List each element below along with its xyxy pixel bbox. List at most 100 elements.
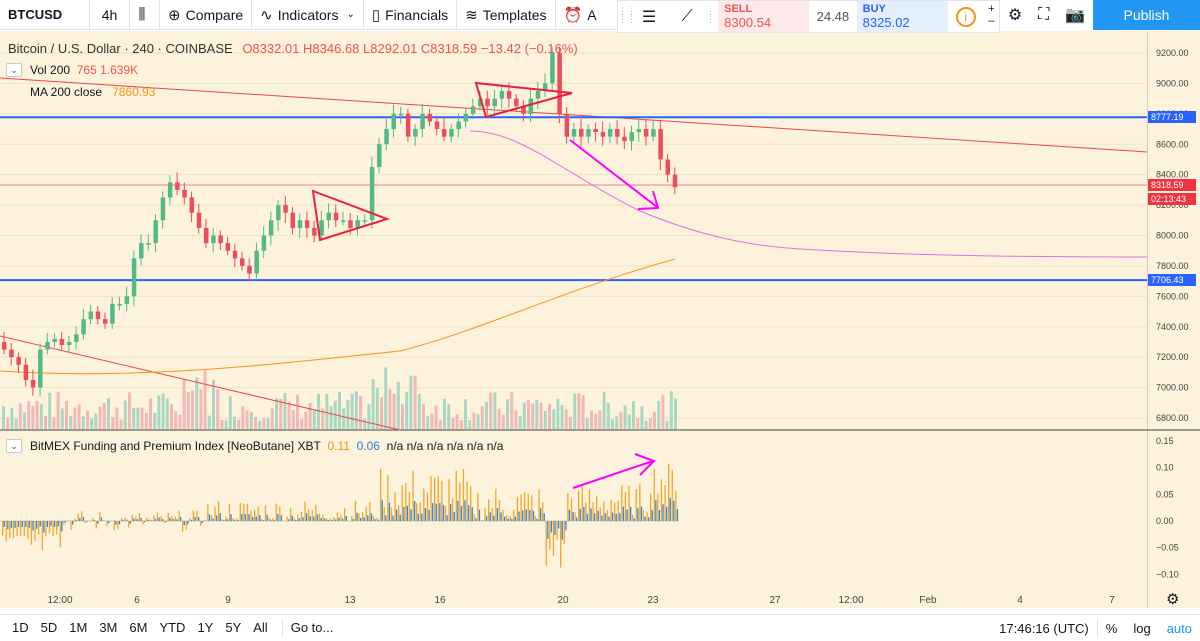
funding-bar [243, 504, 244, 521]
chart-style-button[interactable]: ⫼ [130, 0, 160, 30]
candle-body [240, 258, 245, 266]
premium-bar [162, 519, 163, 521]
funding-bar [344, 508, 345, 521]
funding-bar [643, 510, 644, 521]
premium-bar [457, 501, 458, 521]
funding-bar [600, 508, 601, 521]
volume-bar [460, 420, 463, 429]
premium-bar [166, 521, 167, 522]
funding-bar [535, 516, 536, 521]
premium-bar [637, 508, 638, 521]
camera-icon[interactable]: 📷 [1065, 5, 1085, 25]
percent-toggle[interactable]: % [1098, 621, 1126, 636]
order-book-icon[interactable]: ☰ [630, 1, 668, 32]
funding-bar [186, 521, 187, 530]
drag-handle-icon[interactable]: ⋮⋮⋮⋮ [706, 1, 718, 32]
range-all[interactable]: All [247, 620, 273, 635]
volume-bar [229, 396, 232, 429]
chevron-down-icon[interactable]: ⌄ [6, 63, 22, 77]
auto-toggle[interactable]: auto [1159, 621, 1200, 636]
premium-bar [94, 520, 95, 521]
chevron-down-icon[interactable]: ⌄ [6, 439, 22, 453]
price-axis-label: 6800.00 [1156, 413, 1189, 423]
funding-bar [146, 518, 147, 521]
premium-bar [155, 519, 156, 521]
premium-bar [518, 511, 519, 521]
fullscreen-icon[interactable]: ⛶ [1038, 6, 1049, 24]
range-6m[interactable]: 6M [123, 620, 153, 635]
candle-body [96, 312, 101, 320]
funding-bar [430, 476, 431, 521]
premium-bar [396, 510, 397, 521]
volume-bar [44, 416, 47, 429]
volume-bar [267, 418, 270, 429]
indicators-button[interactable]: ∿Indicators⌄ [252, 0, 364, 30]
candle-body [565, 114, 570, 137]
funding-bar [470, 486, 471, 521]
funding-bar [499, 500, 500, 521]
templates-button[interactable]: ≋Templates [457, 0, 555, 30]
range-1d[interactable]: 1D [6, 620, 35, 635]
range-3m[interactable]: 3M [93, 620, 123, 635]
volume-bar [464, 399, 467, 429]
alert-button[interactable]: ⏰A [556, 0, 605, 30]
buy-button[interactable]: BUY 8325.02 [857, 1, 948, 32]
candle-body [644, 129, 649, 137]
candle-body [103, 319, 108, 324]
trend-line-icon[interactable]: ⟋ [668, 1, 706, 32]
chart-canvas[interactable]: 9200.009000.008800.008600.008400.008200.… [0, 31, 1200, 608]
volume-bar [309, 403, 312, 429]
funding-bar [520, 495, 521, 521]
premium-bar [374, 519, 375, 521]
funding-bar [369, 502, 370, 521]
price-axis-label: 7600.00 [1156, 291, 1189, 301]
volume-bar [468, 420, 471, 429]
range-1y[interactable]: 1Y [191, 620, 219, 635]
volume-bar [477, 414, 480, 429]
financials-label: Financials [385, 7, 448, 23]
funding-bar [279, 507, 280, 521]
volume-bar [498, 409, 501, 429]
premium-bar [288, 519, 289, 521]
volume-bar [535, 400, 538, 429]
range-5d[interactable]: 5D [35, 620, 64, 635]
compare-button[interactable]: ⊕Compare [160, 0, 252, 30]
settings-icon[interactable]: ⚙ [1008, 5, 1022, 25]
gear-icon[interactable]: ⚙ [1166, 590, 1179, 608]
funding-bar [477, 493, 478, 521]
log-toggle[interactable]: log [1125, 621, 1158, 636]
volume-bar [485, 402, 488, 429]
premium-bar [450, 504, 451, 521]
sell-price: 8300.54 [724, 15, 803, 30]
funding-bar [564, 521, 565, 544]
premium-bar [626, 509, 627, 521]
range-1m[interactable]: 1M [63, 620, 93, 635]
premium-bar [259, 515, 260, 521]
premium-bar [248, 514, 249, 521]
candle-body [233, 251, 238, 259]
premium-bar [536, 519, 537, 521]
symbol-search[interactable]: BTCUSD [0, 0, 90, 30]
funding-bar [132, 515, 133, 521]
range-ytd[interactable]: YTD [153, 620, 191, 635]
premium-bar [612, 513, 613, 521]
candle-body [276, 205, 281, 220]
candle-body [110, 304, 115, 324]
financials-button[interactable]: ▯Financials [364, 0, 457, 30]
time-axis-label: 27 [769, 595, 781, 606]
goto-button[interactable]: Go to... [291, 620, 334, 635]
info-icon[interactable]: i [948, 1, 984, 32]
ma-fast-line [470, 131, 1147, 257]
drag-handle-icon[interactable]: ⋮⋮⋮⋮ [618, 1, 630, 32]
volume-bar [376, 388, 379, 429]
countdown-tag: 02:13:43 [1148, 193, 1196, 205]
sell-button[interactable]: SELL 8300.54 [718, 1, 809, 32]
range-5y[interactable]: 5Y [219, 620, 247, 635]
publish-button[interactable]: Publish [1093, 0, 1200, 30]
premium-bar [22, 521, 23, 527]
funding-bar [610, 500, 611, 521]
interval-button[interactable]: 4h [90, 0, 130, 30]
premium-bar [202, 521, 203, 523]
plus-minus-icon[interactable]: +– [984, 1, 999, 32]
chevron-down-icon: ⌄ [346, 9, 354, 20]
